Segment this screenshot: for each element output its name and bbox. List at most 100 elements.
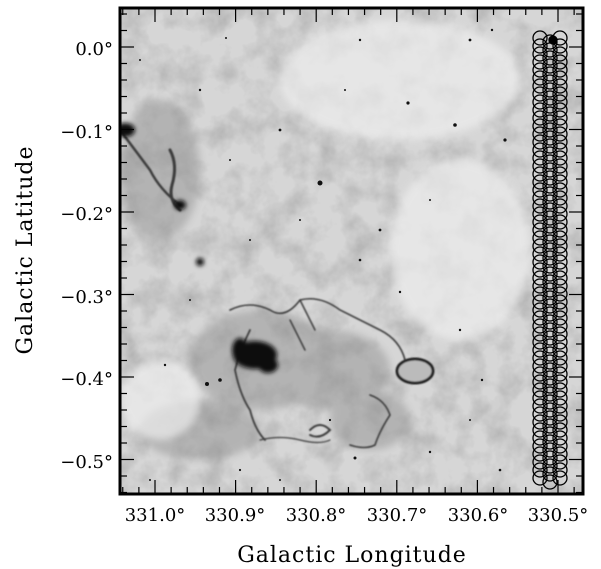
beam-circle — [532, 174, 548, 190]
beam-circle — [532, 454, 548, 470]
beam-circle — [532, 230, 548, 246]
beam-circle — [552, 118, 568, 134]
beam-circle — [552, 254, 568, 270]
beam-circle — [552, 422, 568, 438]
beam-circle — [542, 290, 558, 306]
bubble-feature — [395, 357, 435, 385]
beam-circle — [552, 182, 568, 198]
beam-circle — [542, 170, 558, 186]
beam-circle — [532, 166, 548, 182]
beam-circle — [532, 262, 548, 278]
beam-circle — [532, 470, 548, 486]
beam-circle — [542, 162, 558, 178]
beam-circle — [552, 190, 568, 206]
beam-circle — [532, 278, 548, 294]
x-axis-title: Galactic Longitude — [237, 543, 467, 568]
beam-circle — [542, 386, 558, 402]
beam-circle — [552, 366, 568, 382]
beam-circle — [552, 166, 568, 182]
beam-circle — [542, 266, 558, 282]
x-tick-label: 330.7° — [367, 505, 428, 526]
x-tick-label: 331.0° — [125, 505, 186, 526]
beam-circle — [552, 262, 568, 278]
beam-circle — [552, 230, 568, 246]
beam-circle — [552, 142, 568, 158]
y-axis-title: Galactic Latitude — [13, 145, 38, 354]
beam-circle — [542, 466, 558, 482]
beam-circle — [532, 46, 548, 62]
beam-circle — [552, 158, 568, 174]
beam-circle — [532, 326, 548, 342]
beam-circle — [532, 406, 548, 422]
beam-circle — [552, 134, 568, 150]
beam-circle — [532, 206, 548, 222]
beam-circle — [552, 246, 568, 262]
beam-circle — [542, 314, 558, 330]
beam-circle — [532, 430, 548, 446]
beam-circle — [532, 126, 548, 142]
beam-circle — [532, 398, 548, 414]
beam-circle — [542, 154, 558, 170]
beam-circle — [532, 318, 548, 334]
beam-circle — [552, 278, 568, 294]
beam-pointing-circles — [532, 30, 568, 490]
beam-circle — [552, 94, 568, 110]
beam-circle — [552, 78, 568, 94]
beam-circle — [542, 370, 558, 386]
y-tick-label: −0.2° — [60, 204, 113, 225]
beam-circle — [542, 66, 558, 82]
beam-circle — [532, 54, 548, 70]
beam-circle — [552, 374, 568, 390]
beam-circle — [542, 226, 558, 242]
beam-circle — [552, 62, 568, 78]
beam-circle — [552, 350, 568, 366]
beam-circle — [552, 326, 568, 342]
beam-circle — [552, 86, 568, 102]
beam-circle — [532, 118, 548, 134]
beam-circle — [542, 418, 558, 434]
beam-circle — [552, 302, 568, 318]
beam-circle — [532, 190, 548, 206]
beam-circle — [552, 222, 568, 238]
beam-circle — [542, 122, 558, 138]
beam-circle — [552, 334, 568, 350]
beam-circle — [542, 258, 558, 274]
beam-circle — [532, 158, 548, 174]
beam-circle — [532, 222, 548, 238]
beam-circle — [542, 218, 558, 234]
beam-circle — [552, 70, 568, 86]
y-tick-label: −0.5° — [60, 452, 113, 473]
beam-circle — [532, 246, 548, 262]
beam-circle — [542, 362, 558, 378]
beam-circle — [542, 242, 558, 258]
beam-circle — [552, 294, 568, 310]
beam-circle — [552, 438, 568, 454]
beam-circle — [542, 130, 558, 146]
beam-circle — [532, 350, 548, 366]
dark-clumps — [120, 123, 278, 373]
beam-circle — [532, 62, 548, 78]
beam-circle — [552, 102, 568, 118]
beam-circle — [542, 146, 558, 162]
beam-circle — [552, 310, 568, 326]
x-tick-label: 330.8° — [286, 505, 347, 526]
beam-circle — [542, 234, 558, 250]
axis-ticks — [120, 8, 583, 494]
x-tick-label: 330.5° — [528, 505, 589, 526]
beam-circle — [532, 78, 548, 94]
beam-circle — [552, 214, 568, 230]
plot-frame — [118, 6, 585, 496]
x-tick-label: 330.9° — [205, 505, 266, 526]
beam-circle — [552, 238, 568, 254]
beam-circle — [532, 86, 548, 102]
beam-circle — [542, 442, 558, 458]
y-tick-labels: 0.0° −0.1° −0.2° −0.3° −0.4° −0.5° — [60, 39, 113, 473]
y-tick-label: −0.1° — [60, 122, 113, 143]
beam-circle — [552, 414, 568, 430]
beam-circle — [532, 30, 548, 46]
filament-structures — [120, 128, 406, 449]
beam-circle — [542, 306, 558, 322]
beam-circle — [542, 378, 558, 394]
beam-circle — [542, 138, 558, 154]
